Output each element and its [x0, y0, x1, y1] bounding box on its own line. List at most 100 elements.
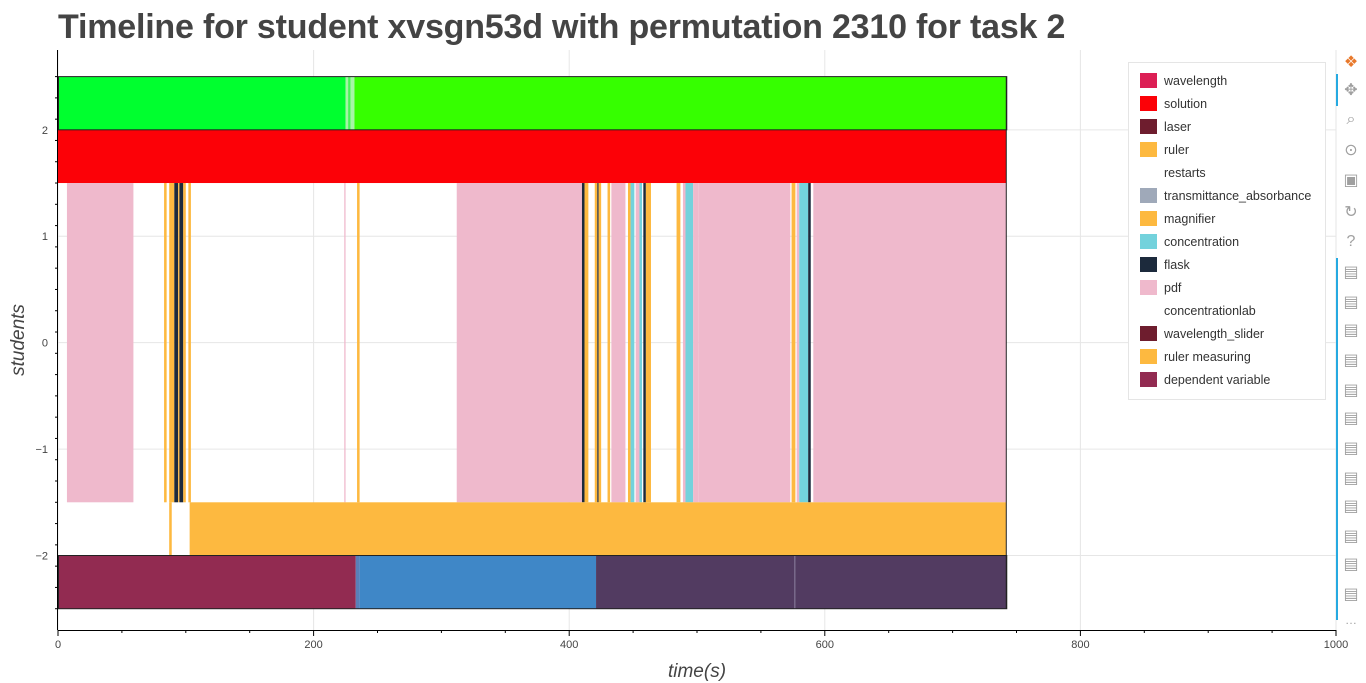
timeline-segment-row-1: [58, 129, 1007, 184]
timeline-segment-row-2: [456, 183, 582, 503]
legend-label: flask: [1164, 257, 1190, 272]
hover-tool-icon[interactable]: ▤: [1343, 498, 1359, 515]
x-tick-label: 200: [304, 639, 322, 651]
legend-label: concentration: [1164, 234, 1240, 249]
save-tool-icon[interactable]: ▣: [1343, 172, 1359, 189]
bokeh-logo-icon[interactable]: ❖: [1343, 54, 1359, 71]
legend-swatch: [1140, 280, 1157, 295]
timeline-segment-row-2: [174, 183, 179, 503]
hover-tool-icon[interactable]: ▤: [1343, 382, 1359, 399]
timeline-segment-row-2: [799, 183, 809, 503]
chart-title: Timeline for student xvsgn53d with permu…: [58, 8, 1066, 46]
legend-label: ruler measuring: [1164, 349, 1251, 364]
box-zoom-tool-icon[interactable]: ⌕: [1346, 111, 1356, 128]
timeline-segment-row-0: [348, 76, 351, 130]
hover-tool-icon[interactable]: ▤: [1343, 528, 1359, 545]
axes: 0 200 400 600 800 1000 −2 −1 0 1 2: [35, 50, 1348, 651]
timeline-segment-row-2: [611, 183, 626, 503]
legend-label: transmittance_absorbance: [1164, 188, 1312, 203]
timeline-segment-row-2: [676, 183, 681, 503]
timeline-segment-row-0: [354, 76, 1007, 130]
hover-tool-icon[interactable]: ▤: [1343, 264, 1359, 281]
legend-swatch: [1140, 142, 1157, 157]
timeline-segment-row-2: [693, 183, 699, 503]
timeline-segment-row-2: [169, 183, 175, 503]
hover-tool-icon[interactable]: ▤: [1343, 410, 1359, 427]
active-tool-indicator: [1336, 258, 1338, 620]
legend-item: ruler measuring: [1129, 345, 1325, 368]
legend-label: concentrationlab: [1164, 303, 1256, 318]
y-tick-label: −1: [35, 444, 48, 456]
timeline-segment-row-2: [808, 183, 811, 503]
legend-label: dependent variable: [1164, 372, 1271, 387]
timeline-segment-row-4: [794, 555, 796, 609]
hover-tool-icon[interactable]: ▤: [1343, 294, 1359, 311]
timeline-segment-row-4: [355, 555, 360, 609]
x-tick-label: 600: [816, 639, 834, 651]
timeline-segment-row-2: [685, 183, 694, 503]
legend-item: concentration: [1129, 230, 1325, 253]
timeline-segment-row-0: [350, 76, 355, 130]
timeline-segment-row-2: [796, 183, 800, 503]
timeline-segment-row-3: [169, 502, 172, 556]
timeline-segment-row-2: [698, 183, 791, 503]
timeline-segment-row-2: [607, 183, 611, 503]
timeline-bars: [58, 76, 1007, 609]
timeline-segment-row-2: [597, 183, 599, 503]
timeline-segment-row-3: [189, 502, 1007, 556]
timeline-segment-row-2: [581, 183, 585, 503]
hover-tool-icon[interactable]: ▤: [1343, 440, 1359, 457]
timeline-segment-row-4: [596, 555, 795, 609]
y-tick-label: −2: [35, 551, 48, 563]
legend-label: ruler: [1164, 142, 1190, 157]
x-tick-label: 400: [560, 639, 578, 651]
legend-swatch: [1140, 211, 1157, 226]
timeline-segment-row-4: [58, 555, 356, 609]
legend-swatch: [1140, 165, 1157, 180]
chart-toolbar: ❖ ✥ ⌕ ⊙ ▣ ↻? ▤ ▤ ▤ ▤ ▤ ▤ ▤ ▤ ▤ ▤ ▤ ▤ …: [1336, 48, 1366, 648]
timeline-segment-row-2: [627, 183, 631, 503]
legend-item: ruler: [1129, 138, 1325, 161]
hover-tool-icon[interactable]: ▤: [1343, 586, 1359, 603]
x-tick-label: 800: [1071, 639, 1089, 651]
timeline-segment-row-2: [630, 183, 635, 503]
timeline-segment-row-4: [795, 555, 1007, 609]
hover-tool-icon[interactable]: ▤: [1343, 556, 1359, 573]
timeline-segment-row-2: [598, 183, 602, 503]
hover-tool-icon[interactable]: ▤: [1343, 470, 1359, 487]
legend-item: magnifier: [1129, 207, 1325, 230]
legend-label: solution: [1164, 96, 1208, 111]
timeline-segment-row-2: [66, 183, 134, 503]
legend-swatch: [1140, 257, 1157, 272]
legend-swatch: [1140, 96, 1157, 111]
x-tick-label: 1000: [1324, 639, 1348, 651]
timeline-segment-row-4: [359, 555, 597, 609]
timeline-segment-row-2: [183, 183, 186, 503]
legend-swatch: [1140, 234, 1157, 249]
timeline-segment-row-2: [791, 183, 796, 503]
timeline-segment-row-2: [635, 183, 640, 503]
reset-tool-icon[interactable]: ↻: [1344, 204, 1358, 221]
legend-item: concentrationlab: [1129, 299, 1325, 322]
timeline-segment-row-2: [164, 183, 167, 503]
timeline-segment-row-2: [813, 183, 1007, 503]
pan-tool-icon[interactable]: ✥: [1344, 82, 1358, 99]
legend-swatch: [1140, 349, 1157, 364]
legend-swatch: [1140, 372, 1157, 387]
y-tick-label: 0: [42, 338, 48, 350]
legend-swatch: [1140, 188, 1157, 203]
hover-tool-icon[interactable]: ▤: [1343, 352, 1359, 369]
legend-item: laser: [1129, 115, 1325, 138]
y-tick-label: 2: [42, 125, 48, 137]
timeline-segment-row-2: [357, 183, 360, 503]
help-tool-icon[interactable]: ?: [1346, 233, 1356, 250]
legend-item: pdf: [1129, 276, 1325, 299]
legend-item: dependent variable: [1129, 368, 1325, 391]
timeline-segment-row-2: [178, 183, 180, 503]
active-tool-indicator: [1336, 74, 1338, 106]
more-tools-icon[interactable]: …: [1345, 613, 1357, 627]
legend-label: restarts: [1164, 165, 1206, 180]
hover-tool-icon[interactable]: ▤: [1343, 322, 1359, 339]
wheel-zoom-tool-icon[interactable]: ⊙: [1344, 142, 1358, 159]
